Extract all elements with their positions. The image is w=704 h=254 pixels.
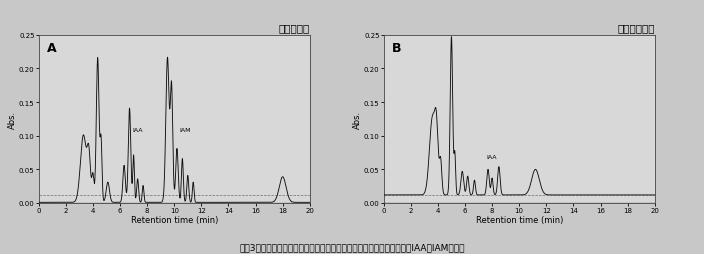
Y-axis label: Abs.: Abs. xyxy=(8,110,18,129)
Text: IAM: IAM xyxy=(180,128,191,133)
X-axis label: Retention time (min): Retention time (min) xyxy=(130,215,218,224)
Text: IAA: IAA xyxy=(487,155,497,160)
Text: B: B xyxy=(392,42,401,55)
Y-axis label: Abs.: Abs. xyxy=(353,110,363,129)
Text: 非形質転換体: 非形質転換体 xyxy=(617,23,655,34)
X-axis label: Retention time (min): Retention time (min) xyxy=(475,215,563,224)
Text: IAA: IAA xyxy=(132,128,143,133)
Text: 図　3　エンドファイト培養濾液の逆相液体クロマトグラフィーによるIAA、IAMの蓄積: 図 3 エンドファイト培養濾液の逆相液体クロマトグラフィーによるIAA、IAMの… xyxy=(239,243,465,251)
Text: A: A xyxy=(47,42,56,55)
Text: 形質転換体: 形質転換体 xyxy=(279,23,310,34)
